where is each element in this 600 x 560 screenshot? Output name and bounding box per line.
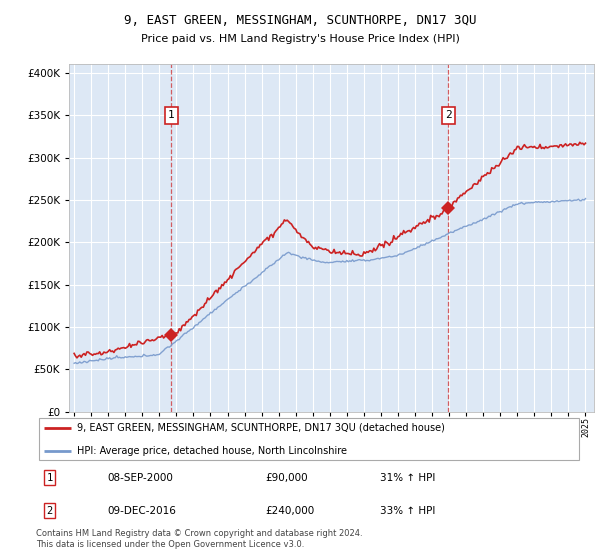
FancyBboxPatch shape <box>39 418 579 460</box>
Text: 09-DEC-2016: 09-DEC-2016 <box>107 506 176 516</box>
Text: 9, EAST GREEN, MESSINGHAM, SCUNTHORPE, DN17 3QU (detached house): 9, EAST GREEN, MESSINGHAM, SCUNTHORPE, D… <box>77 423 445 432</box>
Text: 2: 2 <box>445 110 452 120</box>
Text: 33% ↑ HPI: 33% ↑ HPI <box>380 506 436 516</box>
Text: Contains HM Land Registry data © Crown copyright and database right 2024.
This d: Contains HM Land Registry data © Crown c… <box>36 529 362 549</box>
Text: £240,000: £240,000 <box>265 506 314 516</box>
Text: Price paid vs. HM Land Registry's House Price Index (HPI): Price paid vs. HM Land Registry's House … <box>140 34 460 44</box>
Text: 31% ↑ HPI: 31% ↑ HPI <box>380 473 436 483</box>
Text: 08-SEP-2000: 08-SEP-2000 <box>107 473 173 483</box>
Text: £90,000: £90,000 <box>265 473 308 483</box>
Text: HPI: Average price, detached house, North Lincolnshire: HPI: Average price, detached house, Nort… <box>77 446 347 455</box>
Text: 1: 1 <box>47 473 53 483</box>
Text: 1: 1 <box>168 110 175 120</box>
Text: 9, EAST GREEN, MESSINGHAM, SCUNTHORPE, DN17 3QU: 9, EAST GREEN, MESSINGHAM, SCUNTHORPE, D… <box>124 14 476 27</box>
Text: 2: 2 <box>47 506 53 516</box>
